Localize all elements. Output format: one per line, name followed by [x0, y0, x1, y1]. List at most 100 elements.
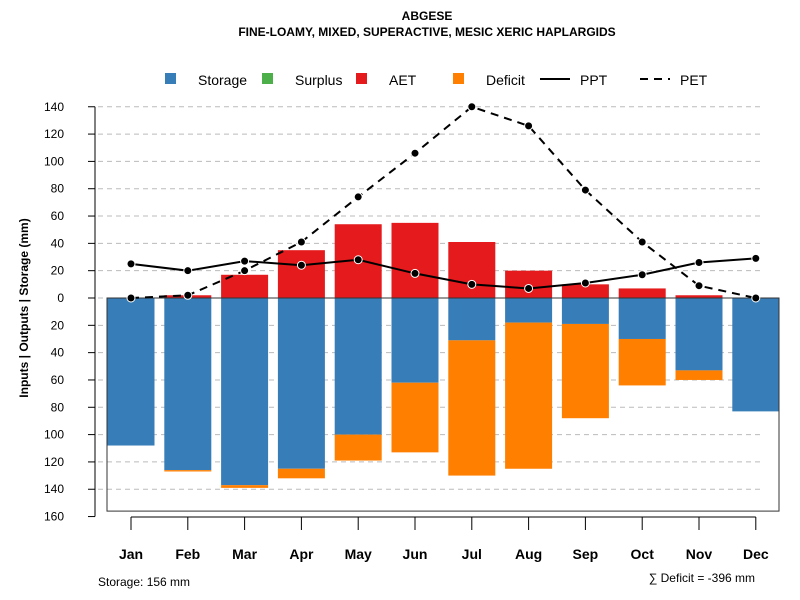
pet-point	[467, 102, 477, 112]
deficit-bar	[505, 322, 553, 469]
ppt-point	[296, 260, 306, 270]
y-tick-label: 120	[44, 127, 64, 141]
x-tick-label: Mar	[232, 546, 257, 562]
y-tick-label: 120	[44, 455, 64, 469]
ppt-line	[130, 257, 756, 290]
pet-point	[524, 121, 534, 131]
pet-point	[240, 266, 250, 276]
pet-point	[296, 237, 306, 247]
aet-bar	[618, 288, 666, 298]
deficit-bar	[675, 370, 723, 380]
deficit-bar	[618, 338, 666, 386]
storage-bar	[164, 298, 212, 471]
x-tick-label: Aug	[515, 546, 542, 562]
aet-bar	[675, 295, 723, 298]
y-tick-label: 0	[57, 291, 64, 305]
deficit-bar	[164, 470, 212, 472]
x-tick-label: Oct	[631, 546, 655, 562]
ppt-point	[353, 255, 363, 265]
pet-point	[694, 281, 704, 291]
y-tick-label: 140	[44, 100, 64, 114]
ppt-point	[580, 278, 590, 288]
storage-bar	[675, 298, 723, 371]
y-tick-label: 140	[44, 482, 64, 496]
deficit-bar	[391, 382, 439, 453]
aet-bar	[448, 241, 496, 298]
storage-bar	[448, 298, 496, 341]
y-tick-label: 80	[51, 182, 65, 196]
y-tick-label: 20	[51, 264, 65, 278]
legend-label-pet: PET	[680, 72, 708, 88]
x-tick-label: May	[345, 546, 372, 562]
storage-annotation: Storage: 156 mm	[98, 575, 190, 589]
ppt-point	[240, 256, 250, 266]
ppt-point	[694, 257, 704, 267]
legend-label-aet: AET	[389, 72, 417, 88]
ppt-point	[126, 259, 136, 269]
x-tick-label: Dec	[743, 546, 769, 562]
deficit-bar	[277, 468, 325, 479]
storage-bar	[732, 298, 780, 412]
x-tick-label: Jan	[119, 546, 143, 562]
pet-line	[130, 105, 757, 299]
y-tick-label: 160	[44, 510, 64, 524]
chart-subtitle: FINE-LOAMY, MIXED, SUPERACTIVE, MESIC XE…	[238, 25, 615, 39]
chart-title: ABGESE	[402, 9, 453, 23]
y-tick-label: 40	[51, 236, 65, 250]
storage-bar	[618, 298, 666, 339]
deficit-bar	[334, 434, 382, 461]
deficit-bar	[221, 485, 269, 488]
ppt-point	[751, 253, 761, 263]
deficit-bar	[448, 340, 496, 476]
legend-swatch-aet	[356, 73, 367, 84]
x-tick-label: Feb	[175, 546, 200, 562]
storage-bar	[561, 298, 609, 324]
pet-point	[751, 293, 761, 303]
pet-point	[580, 185, 590, 195]
pet-point	[183, 290, 193, 300]
legend-label-deficit: Deficit	[486, 72, 525, 88]
ppt-point	[467, 279, 477, 289]
ppt-point	[183, 266, 193, 276]
aet-bar	[391, 222, 439, 298]
pet-point	[126, 293, 136, 303]
legend-label-storage: Storage	[198, 72, 247, 88]
storage-bar	[334, 298, 382, 435]
x-tick-label: Jun	[403, 546, 428, 562]
x-tick-label: Nov	[686, 546, 713, 562]
storage-bar	[391, 298, 439, 383]
y-tick-label: 80	[51, 400, 65, 414]
x-tick-label: Jul	[462, 546, 482, 562]
y-tick-label: 40	[51, 346, 65, 360]
x-tick-label: Apr	[289, 546, 314, 562]
ppt-point	[524, 283, 534, 293]
deficit-bar	[561, 323, 609, 419]
storage-bar	[505, 298, 553, 323]
x-tick-label: Sep	[573, 546, 599, 562]
legend-swatch-storage	[165, 73, 176, 84]
pet-point	[410, 148, 420, 158]
ppt-point	[410, 268, 420, 278]
y-tick-label: 60	[51, 209, 65, 223]
pet-point	[637, 237, 647, 247]
y-tick-label: 100	[44, 428, 64, 442]
ppt-point	[637, 270, 647, 280]
y-axis-label: Inputs | Outputs | Storage (mm)	[17, 218, 31, 397]
storage-bar	[221, 298, 269, 486]
aet-bar	[561, 284, 609, 298]
y-tick-label: 20	[51, 318, 65, 332]
pet-point	[353, 192, 363, 202]
y-tick-label: 60	[51, 373, 65, 387]
legend-label-surplus: Surplus	[295, 72, 342, 88]
deficit-annotation: ∑ Deficit = -396 mm	[649, 571, 755, 585]
storage-bar	[277, 298, 325, 469]
storage-bar	[107, 298, 155, 446]
legend-swatch-surplus	[262, 73, 273, 84]
y-tick-label: 100	[44, 154, 64, 168]
aet-bar	[277, 250, 325, 298]
legend-label-ppt: PPT	[580, 72, 608, 88]
aet-bar	[221, 274, 269, 298]
legend-swatch-deficit	[453, 73, 464, 84]
